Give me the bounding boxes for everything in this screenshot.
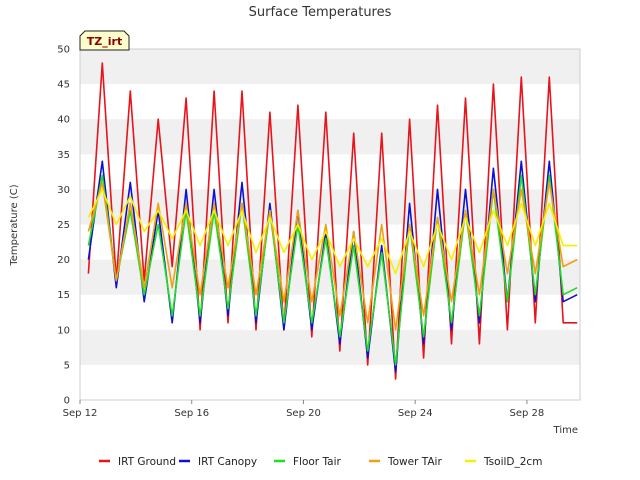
y-tick-label: 40	[57, 115, 70, 126]
x-axis-title: Time	[553, 425, 578, 436]
y-tick-label: 15	[57, 290, 70, 301]
y-tick-label: 5	[64, 360, 70, 371]
plot-frame	[79, 48, 581, 401]
legend: IRT Ground IRT Canopy Floor Tair Tower TAir…	[99, 456, 542, 468]
site-tag-label: TZ_irt	[87, 35, 122, 48]
y-tick-label: 20	[57, 255, 70, 266]
site-tag: TZ_irt	[79, 30, 130, 51]
series-line-irt-ground	[87, 62, 578, 380]
y-tick-label: 25	[57, 220, 70, 231]
series-layer	[87, 62, 578, 380]
x-tick-label: Sep 16	[174, 408, 209, 419]
series-line-tsoild-2cm	[87, 188, 578, 275]
x-tick-label: Sep 12	[63, 408, 98, 419]
x-tick-label: Sep 24	[398, 408, 433, 419]
y-tick-label: 10	[57, 325, 70, 336]
legend-label: Floor Tair	[293, 456, 341, 468]
x-axis-ticks: Sep 12 Sep 16 Sep 20 Sep 24 Sep 28	[63, 400, 545, 419]
y-tick-label: 30	[57, 185, 70, 196]
y-axis-ticks: 0 5 10 15 20 25 30 35 40 45 50	[57, 45, 70, 407]
legend-label: Tower TAir	[387, 456, 442, 468]
y-tick-label: 0	[64, 396, 70, 407]
grid-band	[80, 49, 580, 85]
x-tick-label: Sep 20	[286, 408, 321, 419]
grid-band	[80, 329, 580, 365]
y-tick-label: 35	[57, 150, 70, 161]
y-tick-label: 50	[57, 45, 70, 56]
chart-title: Surface Temperatures	[249, 5, 392, 20]
legend-label: TsoilD_2cm	[483, 456, 542, 468]
legend-label: IRT Canopy	[198, 456, 257, 468]
x-tick-label: Sep 28	[510, 408, 545, 419]
site-tag-box	[79, 30, 130, 51]
y-tick-label: 45	[57, 80, 70, 91]
series-line-tower-tair	[87, 181, 578, 331]
legend-label: IRT Ground	[118, 456, 176, 468]
y-axis-title: Temperature (C)	[9, 184, 20, 266]
